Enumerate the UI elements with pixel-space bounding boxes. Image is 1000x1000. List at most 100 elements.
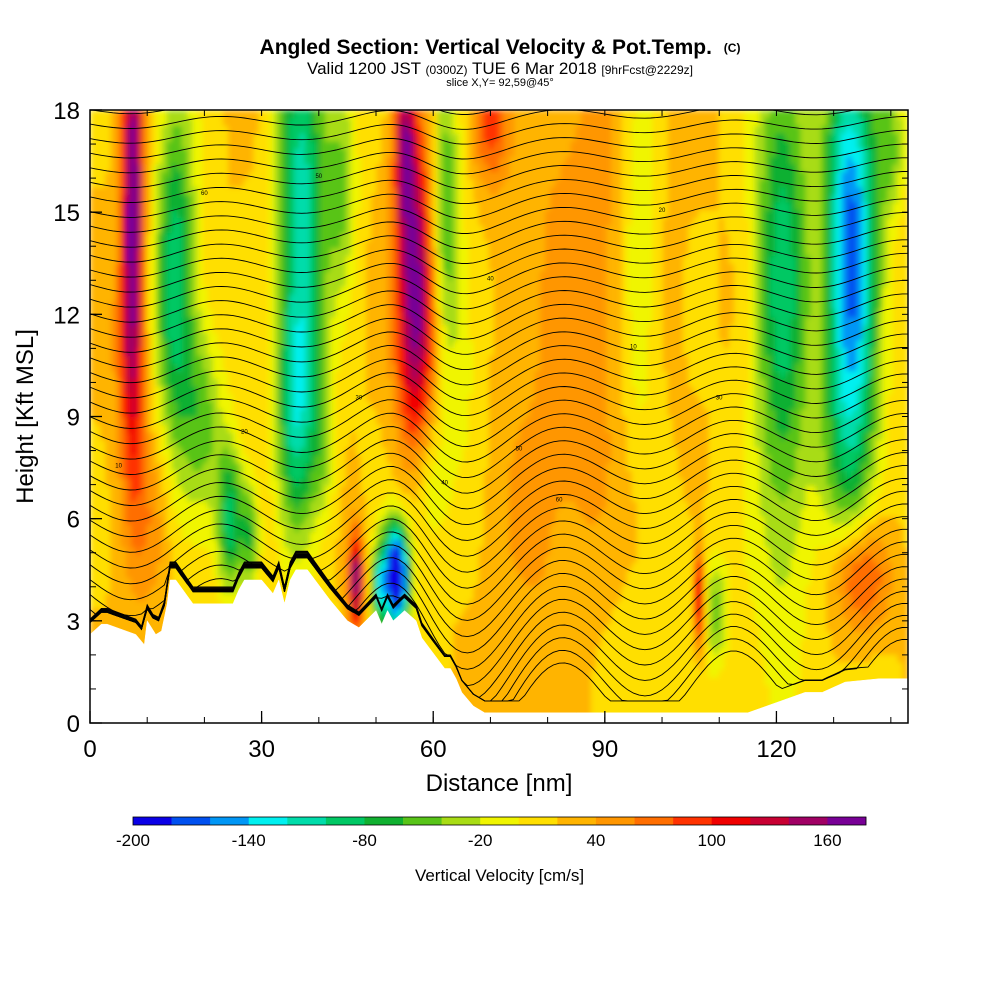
velocity-cell (268, 362, 275, 372)
velocity-cell (366, 163, 372, 172)
velocity-cell (90, 194, 96, 203)
velocity-cell (146, 209, 152, 218)
velocity-cell (100, 339, 106, 349)
velocity-cell (381, 186, 388, 195)
velocity-cell (274, 439, 280, 448)
velocity-cell (335, 171, 342, 180)
velocity-cell (156, 247, 163, 257)
velocity-cell (371, 477, 377, 487)
velocity-cell (156, 608, 163, 617)
velocity-cell (90, 347, 96, 356)
velocity-cell (171, 140, 178, 149)
velocity-cell (100, 301, 106, 310)
velocity-cell (115, 148, 122, 157)
velocity-cell (371, 209, 377, 218)
velocity-cell (386, 309, 393, 318)
velocity-cell (381, 608, 388, 617)
velocity-cell (253, 401, 260, 410)
velocity-cell (212, 155, 219, 165)
velocity-cell (314, 431, 321, 441)
velocity-cell (268, 370, 275, 379)
velocity-cell (125, 500, 132, 510)
velocity-cell (166, 286, 173, 295)
velocity-cell (115, 232, 122, 241)
velocity-cell (304, 209, 311, 218)
velocity-cell (197, 562, 204, 571)
velocity-cell (192, 309, 198, 318)
velocity-cell (197, 247, 204, 257)
velocity-cell (141, 194, 147, 203)
velocity-cell (274, 531, 280, 540)
velocity-cell (207, 270, 214, 280)
velocity-cell (212, 286, 219, 295)
velocity-cell (309, 370, 316, 379)
velocity-cell (345, 125, 352, 134)
velocity-cell (340, 163, 347, 172)
velocity-cell (146, 339, 152, 349)
velocity-cell (238, 470, 244, 479)
velocity-cell (299, 217, 306, 226)
velocity-cell (120, 447, 127, 456)
velocity-cell (233, 316, 239, 326)
velocity-cell (391, 447, 398, 456)
velocity-cell (192, 324, 198, 333)
velocity-cell (110, 309, 117, 318)
velocity-cell (120, 562, 127, 571)
velocity-cell (202, 493, 209, 502)
velocity-cell (366, 569, 372, 579)
velocity-cell (248, 516, 255, 525)
velocity-cell (299, 470, 306, 479)
velocity-cell (391, 493, 398, 502)
velocity-cell (386, 155, 393, 165)
velocity-cell (268, 462, 275, 471)
velocity-cell (360, 117, 367, 126)
velocity-cell (248, 523, 255, 533)
velocity-cell (171, 324, 178, 333)
velocity-cell (248, 309, 255, 318)
velocity-cell (176, 148, 183, 157)
velocity-cell (376, 462, 383, 471)
velocity-cell (228, 309, 234, 318)
velocity-cell (284, 523, 290, 533)
velocity-cell (284, 355, 290, 364)
velocity-cell (176, 424, 183, 433)
velocity-cell (95, 324, 101, 333)
velocity-cell (294, 485, 301, 494)
velocity-cell (171, 110, 178, 119)
velocity-cell (136, 508, 142, 517)
velocity-cell (340, 562, 347, 571)
velocity-cell (340, 217, 347, 226)
velocity-cell (284, 546, 290, 556)
velocity-cell (197, 516, 204, 525)
velocity-cell (350, 132, 357, 142)
velocity-cell (238, 309, 244, 318)
velocity-cell (217, 470, 224, 479)
velocity-cell (381, 493, 388, 502)
velocity-cell (294, 263, 301, 272)
velocity-cell (320, 270, 326, 280)
velocity-cell (279, 370, 285, 379)
velocity-cell (355, 278, 362, 287)
velocity-cell (376, 424, 383, 433)
velocity-cell (289, 500, 296, 510)
velocity-cell (90, 600, 96, 609)
velocity-cell (207, 186, 214, 195)
velocity-cell (146, 301, 152, 310)
velocity-cell (100, 332, 106, 341)
velocity-cell (253, 477, 260, 487)
velocity-cell (258, 424, 265, 433)
velocity-cell (268, 439, 275, 448)
velocity-cell (268, 523, 275, 533)
velocity-cell (207, 416, 214, 425)
velocity-cell (345, 600, 352, 609)
velocity-cell (207, 447, 214, 456)
velocity-cell (371, 270, 377, 280)
velocity-cell (222, 362, 229, 372)
velocity-cell (166, 155, 173, 165)
velocity-cell (222, 355, 229, 364)
velocity-cell (274, 416, 280, 425)
velocity-cell (340, 117, 347, 126)
velocity-cell (345, 301, 352, 310)
velocity-cell (207, 439, 214, 448)
